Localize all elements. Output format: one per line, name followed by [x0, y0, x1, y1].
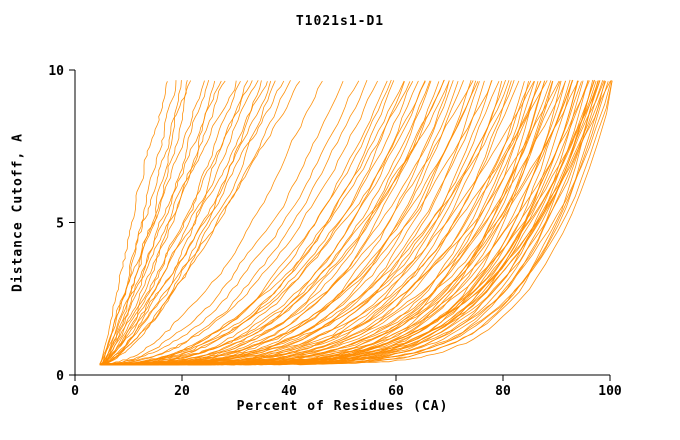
model-curve	[101, 79, 392, 365]
model-curve	[101, 80, 472, 366]
model-curve	[101, 80, 285, 364]
x-axis-label: Percent of Residues (CA)	[236, 399, 449, 414]
model-curve	[99, 80, 573, 366]
model-curve	[101, 80, 532, 366]
model-curve	[100, 80, 360, 366]
y-tick-label: 0	[56, 369, 64, 384]
model-curve	[102, 80, 249, 365]
model-curve	[101, 81, 525, 366]
model-curve	[100, 79, 493, 366]
model-curve	[99, 80, 606, 366]
x-tick-label: 40	[281, 384, 297, 399]
model-curve	[101, 81, 241, 366]
model-curve	[101, 80, 378, 366]
model-curve	[102, 80, 262, 365]
model-curve	[102, 80, 597, 366]
model-curve	[103, 81, 301, 365]
y-tick-label: 5	[56, 217, 64, 232]
model-curve	[101, 80, 323, 366]
x-tick-label: 20	[174, 384, 190, 399]
model-curve	[101, 80, 276, 366]
model-curve	[103, 80, 605, 366]
model-curve	[101, 81, 500, 366]
model-curve	[101, 80, 177, 365]
y-axis-label: Distance Cutoff, A	[10, 133, 26, 292]
model-curve	[103, 80, 445, 366]
model-curve	[102, 79, 368, 366]
model-curve	[100, 80, 450, 366]
model-curve	[101, 80, 222, 366]
model-curve	[99, 80, 192, 365]
model-curve	[101, 80, 613, 366]
model-curve	[103, 81, 411, 366]
y-tick-label: 10	[48, 64, 64, 79]
model-curve	[102, 80, 253, 365]
x-tick-label: 60	[388, 384, 404, 399]
model-curve	[101, 80, 216, 365]
model-curve	[100, 80, 474, 366]
model-curve	[102, 80, 344, 365]
model-curve	[104, 80, 205, 365]
model-curve	[101, 80, 459, 366]
model-curve	[100, 81, 168, 364]
model-curve	[100, 80, 259, 366]
model-curve	[101, 81, 405, 366]
model-curve	[101, 80, 272, 366]
model-curve	[100, 80, 182, 365]
x-tick-label: 0	[71, 384, 79, 399]
model-curve	[103, 81, 268, 365]
model-curve	[99, 80, 237, 365]
model-curve	[101, 81, 554, 366]
model-curve	[100, 81, 426, 366]
chart-title: T1021s1-D1	[295, 14, 385, 29]
x-tick-label: 80	[495, 384, 511, 399]
x-tick-label: 100	[598, 384, 622, 399]
model-curve	[101, 79, 574, 366]
